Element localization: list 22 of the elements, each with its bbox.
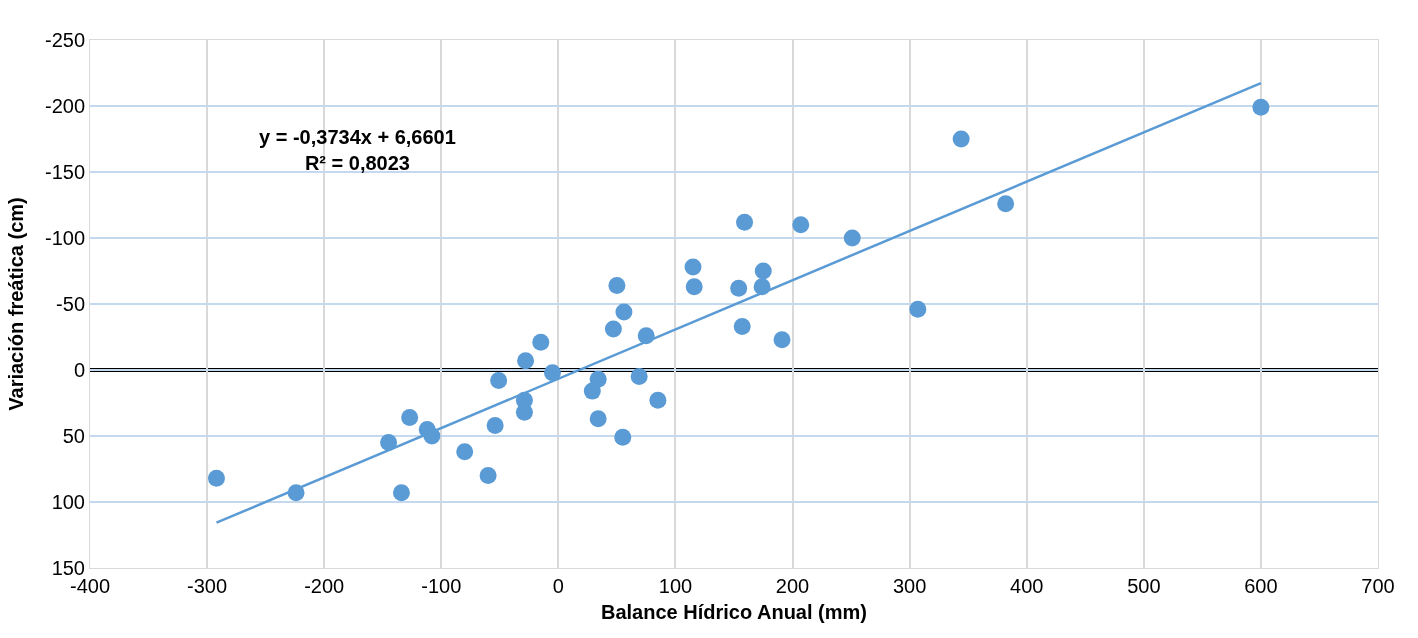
x-tick-label: -300 bbox=[187, 575, 228, 597]
x-tick-label: 700 bbox=[1361, 575, 1395, 597]
x-axis-title: Balance Hídrico Anual (mm) bbox=[601, 600, 867, 623]
y-tick-label: 50 bbox=[62, 425, 85, 447]
y-tick-label: -100 bbox=[44, 227, 85, 249]
x-tick-label: 0 bbox=[552, 575, 564, 597]
y-tick-label: -200 bbox=[44, 95, 85, 117]
y-tick-label: -150 bbox=[44, 161, 85, 183]
y-tick-label: -50 bbox=[56, 293, 85, 315]
x-tick-label: 500 bbox=[1127, 575, 1161, 597]
x-tick-label: -100 bbox=[421, 575, 462, 597]
x-tick-label: 200 bbox=[775, 575, 810, 597]
x-tick-label: 400 bbox=[1010, 575, 1044, 597]
annotation: y = -0,3734x + 6,6601 R² = 0,8023 bbox=[259, 126, 456, 174]
x-tick-label: 100 bbox=[658, 575, 693, 597]
x-tick-label: -200 bbox=[304, 575, 345, 597]
x-tick-label: 300 bbox=[892, 575, 927, 597]
x-tick-label: 600 bbox=[1244, 575, 1278, 597]
y-tick-label: 0 bbox=[73, 359, 85, 381]
y-tick-label: -250 bbox=[44, 29, 85, 51]
y-tick-label: 100 bbox=[51, 491, 85, 513]
y-axis-title: Variación freática (cm) bbox=[5, 197, 28, 411]
